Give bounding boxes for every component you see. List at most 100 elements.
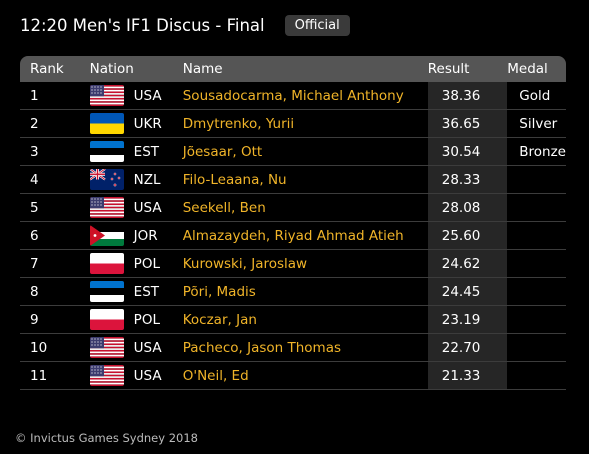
- athlete-name-cell: Koczar, Jan: [182, 305, 428, 334]
- title-row: 12:20 Men's IF1 Discus - Final Official: [20, 12, 350, 38]
- pol-flag-icon: [89, 309, 124, 330]
- result-cell: 21.33: [427, 361, 508, 390]
- flag-cell: [89, 333, 134, 362]
- athlete-name-cell: Pacheco, Jason Thomas: [182, 333, 428, 362]
- table-row: 8 EST Põri, Madis 24.45: [20, 277, 566, 306]
- column-header-result: Result: [427, 61, 470, 77]
- rank-cell: 4: [20, 165, 90, 194]
- usa-flag-icon: [89, 337, 124, 358]
- results-table-body: 1 USA Sousadocarma, Michael Anthony 38.36 Go…: [20, 82, 566, 390]
- header-row: Rank Nation Name Result Medal: [20, 56, 566, 82]
- rank-cell: 10: [20, 333, 90, 362]
- rank-cell: 8: [20, 277, 90, 306]
- ukr-flag-icon: [89, 113, 124, 134]
- athlete-name-cell: Sousadocarma, Michael Anthony: [182, 82, 428, 110]
- result-cell: 24.45: [427, 277, 508, 306]
- medal-cell: Silver: [507, 109, 566, 138]
- column-header-medal: Medal: [507, 61, 548, 77]
- results-table: Rank Nation Name Result Medal 1 USA Sousad…: [20, 56, 566, 390]
- table-row: 7 POL Kurowski, Jaroslaw 24.62: [20, 249, 566, 278]
- nation-code-cell: POL: [133, 305, 183, 334]
- table-row: 1 USA Sousadocarma, Michael Anthony 38.36 Go…: [20, 82, 566, 110]
- table-row: 11 USA O'Neil, Ed 21.33: [20, 361, 566, 390]
- medal-cell: [507, 361, 566, 390]
- result-cell: 22.70: [427, 333, 508, 362]
- column-header-name: Name: [182, 61, 223, 77]
- table-row: 6 JOR Almazaydeh, Riyad Ahmad Atieh 25.60: [20, 221, 566, 250]
- result-cell: 38.36: [427, 82, 508, 110]
- event-title: 12:20 Men's IF1 Discus - Final: [20, 15, 265, 35]
- medal-cell: Bronze: [507, 137, 566, 166]
- medal-cell: Gold: [507, 82, 566, 110]
- nation-code-cell: USA: [133, 82, 183, 110]
- rank-cell: 2: [20, 109, 90, 138]
- rank-cell: 5: [20, 193, 90, 222]
- flag-cell: [89, 193, 134, 222]
- usa-flag-icon: [89, 197, 124, 218]
- flag-cell: [89, 277, 134, 306]
- nation-code-cell: NZL: [133, 165, 183, 194]
- result-cell: 30.54: [427, 137, 508, 166]
- rank-cell: 1: [20, 82, 90, 110]
- medal-cell: [507, 249, 566, 278]
- result-cell: 28.33: [427, 165, 508, 194]
- column-header-rank: Rank: [30, 61, 64, 77]
- est-flag-icon: [89, 141, 124, 162]
- result-cell: 24.62: [427, 249, 508, 278]
- rank-cell: 3: [20, 137, 90, 166]
- flag-cell: [89, 249, 134, 278]
- medal-cell: [507, 277, 566, 306]
- flag-cell: [89, 361, 134, 390]
- athlete-name-cell: Kurowski, Jaroslaw: [182, 249, 428, 278]
- result-cell: 25.60: [427, 221, 508, 250]
- athlete-name-cell: O'Neil, Ed: [182, 361, 428, 390]
- column-header-nation: Nation: [89, 61, 134, 77]
- flag-cell: [89, 221, 134, 250]
- nzl-flag-icon: [89, 169, 124, 190]
- rank-cell: 6: [20, 221, 90, 250]
- flag-cell: [89, 82, 134, 110]
- table-row: 9 POL Koczar, Jan 23.19: [20, 305, 566, 334]
- est-flag-icon: [89, 281, 124, 302]
- usa-flag-icon: [89, 365, 124, 386]
- flag-cell: [89, 109, 134, 138]
- athlete-name-cell: Jõesaar, Ott: [182, 137, 428, 166]
- table-row: 2 UKR Dmytrenko, Yurii 36.65 Silver: [20, 109, 566, 138]
- flag-cell: [89, 165, 134, 194]
- table-row: 10 USA Pacheco, Jason Thomas 22.70: [20, 333, 566, 362]
- flag-cell: [89, 137, 134, 166]
- copyright-footer: © Invictus Games Sydney 2018: [15, 431, 198, 445]
- athlete-name-cell: Filo-Leaana, Nu: [182, 165, 428, 194]
- nation-code-cell: USA: [133, 361, 183, 390]
- medal-cell: [507, 221, 566, 250]
- table-row: 4 NZL Filo-Leaana, Nu 28.33: [20, 165, 566, 194]
- nation-code-cell: USA: [133, 193, 183, 222]
- result-cell: 36.65: [427, 109, 508, 138]
- medal-cell: [507, 333, 566, 362]
- rank-cell: 7: [20, 249, 90, 278]
- nation-code-cell: JOR: [133, 221, 183, 250]
- usa-flag-icon: [89, 85, 124, 106]
- medal-cell: [507, 305, 566, 334]
- nation-code-cell: EST: [133, 277, 183, 306]
- athlete-name-cell: Almazaydeh, Riyad Ahmad Atieh: [182, 221, 428, 250]
- status-badge: Official: [284, 14, 350, 36]
- flag-cell: [89, 305, 134, 334]
- result-cell: 28.08: [427, 193, 508, 222]
- jor-flag-icon: [89, 225, 124, 246]
- nation-code-cell: POL: [133, 249, 183, 278]
- table-row: 3 EST Jõesaar, Ott 30.54 Bronze: [20, 137, 566, 166]
- result-cell: 23.19: [427, 305, 508, 334]
- rank-cell: 9: [20, 305, 90, 334]
- nation-code-cell: EST: [133, 137, 183, 166]
- medal-cell: [507, 165, 566, 194]
- medal-cell: [507, 193, 566, 222]
- rank-cell: 11: [20, 361, 90, 390]
- athlete-name-cell: Põri, Madis: [182, 277, 428, 306]
- nation-code-cell: USA: [133, 333, 183, 362]
- pol-flag-icon: [89, 253, 124, 274]
- results-table-header: Rank Nation Name Result Medal: [20, 56, 566, 82]
- nation-code-cell: UKR: [133, 109, 183, 138]
- table-row: 5 USA Seekell, Ben 28.08: [20, 193, 566, 222]
- athlete-name-cell: Dmytrenko, Yurii: [182, 109, 428, 138]
